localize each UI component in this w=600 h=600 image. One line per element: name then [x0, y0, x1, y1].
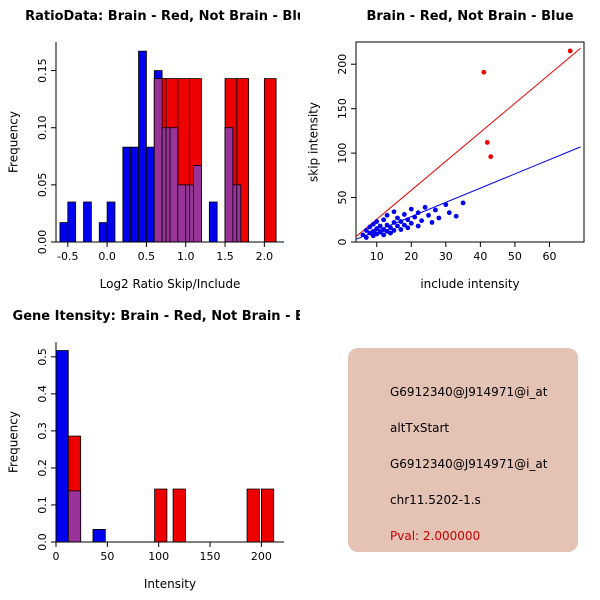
svg-text:50: 50: [100, 550, 114, 563]
svg-text:Frequency: Frequency: [7, 411, 21, 473]
info-line-event-type: altTxStart: [390, 421, 450, 435]
svg-text:0.15: 0.15: [36, 58, 49, 83]
svg-text:150: 150: [336, 98, 349, 119]
svg-text:skip intensity: skip intensity: [307, 102, 321, 182]
svg-text:10: 10: [370, 250, 384, 263]
panel-gene-histogram: Gene Itensity: Brain - Red, Not Brain - …: [0, 300, 301, 600]
gene-intensity-histogram-chart: Gene Itensity: Brain - Red, Not Brain - …: [7, 309, 301, 591]
ratio-histogram-chart: RatioData: Brain - Red, Not Brain - Blue…: [7, 9, 301, 291]
svg-text:0.5: 0.5: [36, 348, 49, 366]
svg-text:0.0: 0.0: [36, 533, 49, 551]
svg-text:0.10: 0.10: [36, 115, 49, 140]
svg-text:40: 40: [473, 250, 487, 263]
svg-text:0.00: 0.00: [36, 230, 49, 255]
info-line-pvalue: Pval: 2.000000: [390, 529, 481, 543]
svg-text:100: 100: [336, 143, 349, 164]
svg-text:1.5: 1.5: [216, 250, 234, 263]
info-line-probe-id-1: G6912340@J914971@i_at: [390, 385, 548, 399]
svg-text:Log2 Ratio Skip/Include: Log2 Ratio Skip/Include: [100, 277, 241, 291]
info-box: G6912340@J914971@i_at altTxStart G691234…: [348, 348, 578, 552]
info-line-chromosome-location: chr11.5202-1.s: [390, 493, 481, 507]
svg-text:0.05: 0.05: [36, 173, 49, 198]
svg-text:RatioData: Brain - Red, Not Br: RatioData: Brain - Red, Not Brain - Blue: [25, 9, 300, 24]
svg-text:0.1: 0.1: [36, 496, 49, 514]
svg-text:100: 100: [148, 550, 169, 563]
svg-text:0.4: 0.4: [36, 385, 49, 403]
panel-ratio-histogram: RatioData: Brain - Red, Not Brain - Blue…: [0, 0, 301, 300]
svg-text:0: 0: [53, 550, 60, 563]
svg-text:200: 200: [251, 550, 272, 563]
svg-text:200: 200: [336, 54, 349, 75]
info-line-probe-id-2: G6912340@J914971@i_at: [390, 457, 548, 471]
svg-text:50: 50: [508, 250, 522, 263]
svg-text:0.5: 0.5: [138, 250, 156, 263]
svg-text:1.0: 1.0: [177, 250, 195, 263]
svg-text:60: 60: [542, 250, 556, 263]
svg-text:50: 50: [336, 191, 349, 205]
svg-text:0: 0: [336, 239, 349, 246]
svg-text:2.0: 2.0: [256, 250, 274, 263]
svg-text:0.3: 0.3: [36, 422, 49, 440]
svg-text:0.0: 0.0: [98, 250, 116, 263]
panel-intensity-scatter: Brain - Red, Not Brain - Blue 10 20 30 40 50 6…: [300, 0, 600, 300]
svg-text:150: 150: [200, 550, 221, 563]
svg-text:Brain - Red, Not Brain - Blue: Brain - Red, Not Brain - Blue: [366, 9, 573, 24]
svg-text:Intensity: Intensity: [144, 577, 196, 591]
svg-text:-0.5: -0.5: [57, 250, 78, 263]
svg-text:Frequency: Frequency: [7, 111, 21, 173]
svg-text:include intensity: include intensity: [420, 277, 519, 291]
svg-text:30: 30: [439, 250, 453, 263]
intensity-scatter-chart: Brain - Red, Not Brain - Blue 10 20 30 40 50 6…: [307, 9, 585, 291]
panel-info: G6912340@J914971@i_at altTxStart G691234…: [300, 300, 600, 600]
svg-text:0.2: 0.2: [36, 459, 49, 477]
svg-text:20: 20: [404, 250, 418, 263]
svg-text:Gene Itensity: Brain - Red, No: Gene Itensity: Brain - Red, Not Brain - …: [13, 309, 300, 324]
